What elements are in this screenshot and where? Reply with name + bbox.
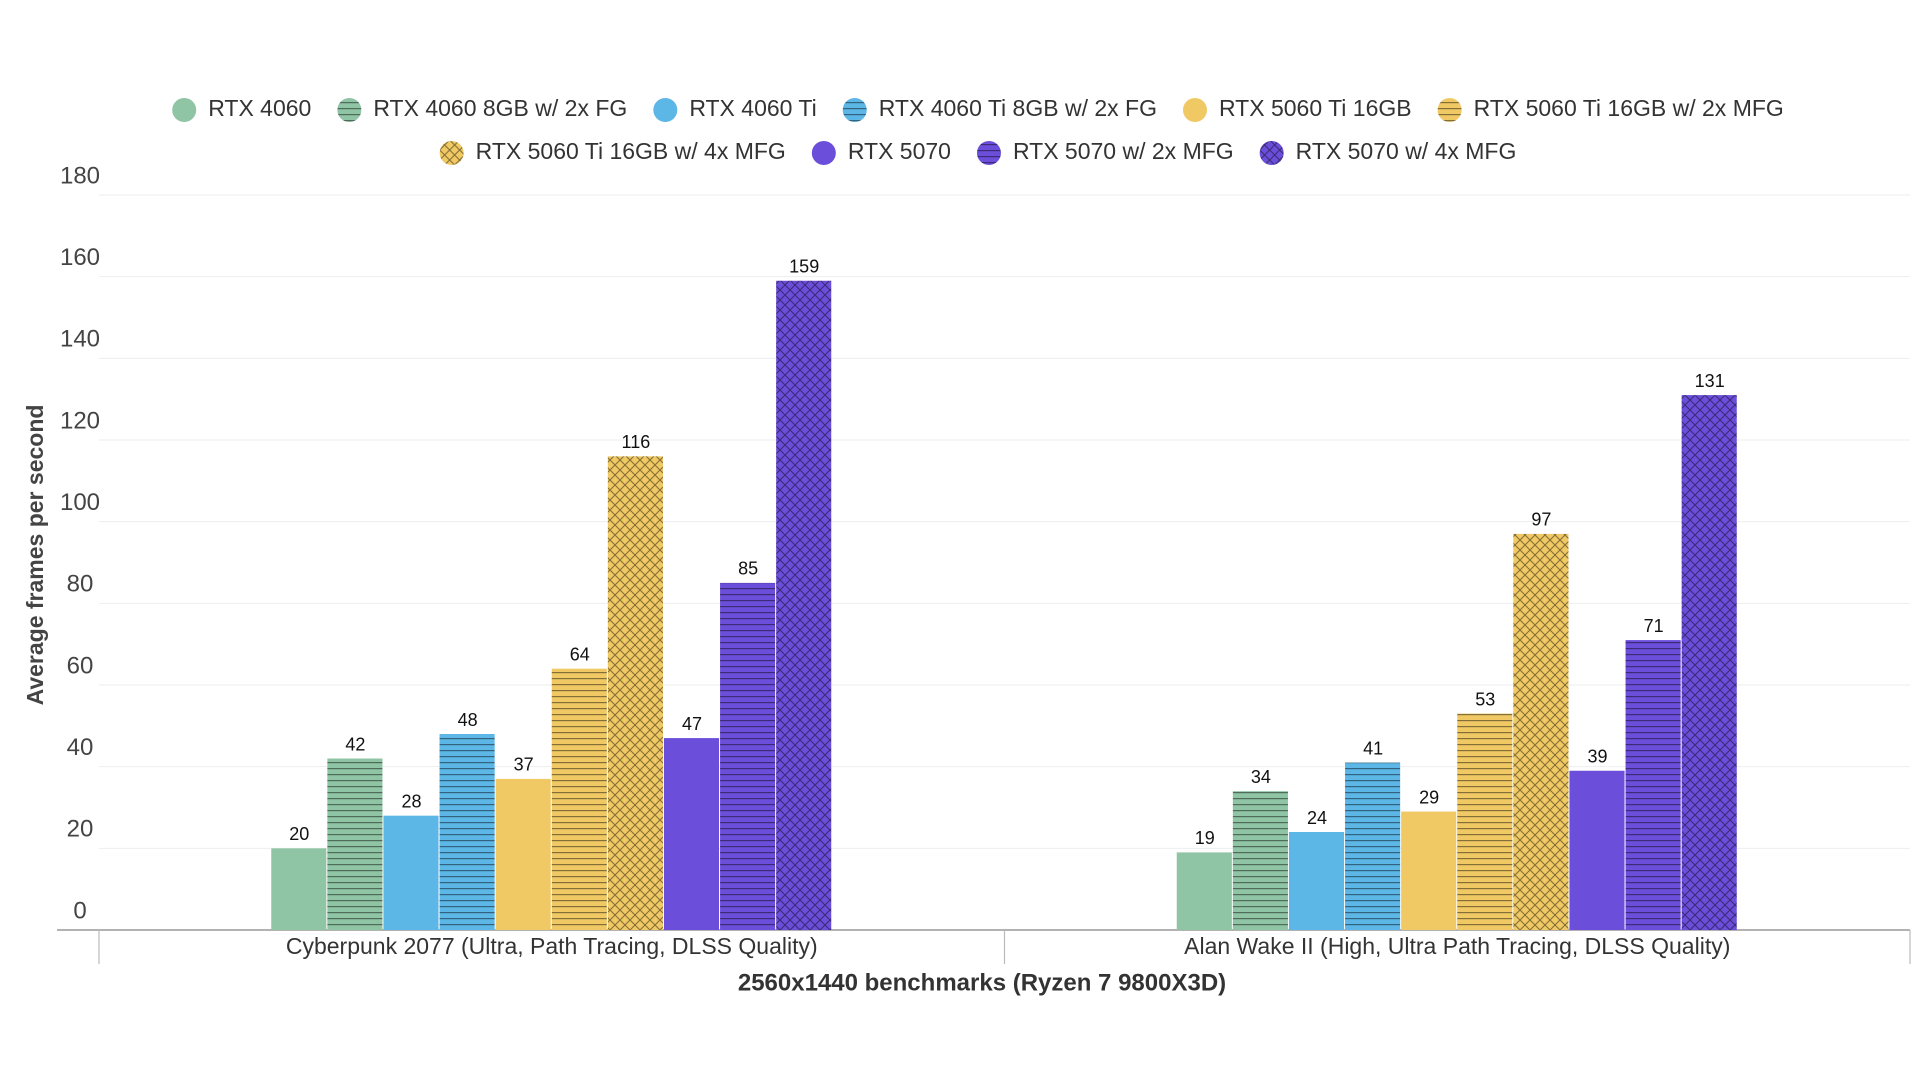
value-label: 53 bbox=[1475, 689, 1495, 709]
y-tick-label: 20 bbox=[67, 816, 94, 843]
value-label: 28 bbox=[401, 791, 421, 811]
bar bbox=[495, 778, 551, 930]
value-label: 41 bbox=[1363, 738, 1383, 758]
value-label: 159 bbox=[789, 257, 819, 277]
bar bbox=[1176, 852, 1232, 930]
legend-item: RTX 4060 8GB w/ 2x FG bbox=[337, 95, 627, 122]
legend-label: RTX 4060 Ti bbox=[689, 95, 816, 121]
value-label: 85 bbox=[738, 559, 758, 579]
bar bbox=[1625, 640, 1681, 930]
legend-marker bbox=[439, 141, 464, 165]
legend-label: RTX 5060 Ti 16GB w/ 2x MFG bbox=[1474, 95, 1784, 121]
x-tick-label: Cyberpunk 2077 (Ultra, Path Tracing, DLS… bbox=[286, 933, 818, 959]
legend-label: RTX 4060 bbox=[208, 95, 311, 121]
bar bbox=[607, 456, 663, 930]
value-label: 131 bbox=[1695, 371, 1725, 391]
value-label: 42 bbox=[345, 734, 365, 754]
legend-label: RTX 4060 8GB w/ 2x FG bbox=[373, 95, 627, 121]
bar bbox=[439, 734, 495, 930]
y-tick-label: 40 bbox=[67, 734, 94, 761]
legend-label: RTX 5070 bbox=[848, 138, 951, 164]
y-tick-label: 120 bbox=[60, 407, 100, 434]
value-label: 64 bbox=[570, 644, 590, 664]
value-label: 19 bbox=[1195, 828, 1215, 848]
bar bbox=[1401, 811, 1457, 930]
bar bbox=[551, 668, 607, 930]
bar bbox=[1681, 395, 1737, 930]
y-tick-label: 60 bbox=[67, 652, 94, 679]
bar bbox=[663, 738, 720, 930]
value-label: 47 bbox=[682, 714, 702, 734]
bar bbox=[720, 582, 776, 930]
legend-label: RTX 5070 w/ 2x MFG bbox=[1013, 138, 1234, 164]
legend-item: RTX 5060 Ti 16GB w/ 2x MFG bbox=[1437, 95, 1784, 122]
value-label: 39 bbox=[1587, 747, 1607, 767]
y-tick-label: 180 bbox=[60, 162, 100, 189]
value-label: 116 bbox=[622, 432, 651, 452]
value-label: 71 bbox=[1644, 616, 1664, 636]
legend-marker bbox=[976, 141, 1001, 165]
bar bbox=[1288, 832, 1345, 930]
legend-item: RTX 5060 Ti 16GB bbox=[1182, 95, 1412, 122]
legend-row: RTX 5060 Ti 16GB w/ 4x MFG RTX 5070 RTX 50… bbox=[439, 138, 1517, 165]
legend-marker bbox=[1437, 98, 1462, 122]
legend-item: RTX 5070 w/ 2x MFG bbox=[976, 138, 1234, 165]
legend-label: RTX 4060 Ti 8GB w/ 2x FG bbox=[879, 95, 1157, 121]
legend-marker bbox=[811, 141, 836, 165]
legend-item: RTX 4060 bbox=[172, 95, 311, 122]
y-tick-label: 0 bbox=[73, 897, 86, 924]
y-tick-label: 140 bbox=[60, 326, 100, 353]
value-label: 97 bbox=[1531, 510, 1551, 530]
legend-item: RTX 5070 bbox=[811, 138, 951, 165]
legend-item: RTX 5070 w/ 4x MFG bbox=[1259, 138, 1517, 165]
value-label: 34 bbox=[1251, 767, 1271, 787]
value-label: 48 bbox=[458, 710, 478, 730]
x-axis-title: 2560x1440 benchmarks (Ryzen 7 9800X3D) bbox=[738, 969, 1226, 996]
legend-label: RTX 5060 Ti 16GB bbox=[1219, 95, 1412, 121]
bar bbox=[1569, 770, 1625, 930]
bar bbox=[776, 280, 832, 930]
legend-marker bbox=[1259, 141, 1284, 165]
legend-item: RTX 5060 Ti 16GB w/ 4x MFG bbox=[439, 138, 786, 165]
x-tick-label: Alan Wake II (High, Ultra Path Tracing, … bbox=[1184, 933, 1730, 959]
bar bbox=[383, 815, 439, 930]
bar bbox=[1232, 791, 1288, 930]
bar bbox=[1457, 713, 1513, 930]
bar bbox=[327, 758, 383, 930]
y-tick-label: 100 bbox=[60, 489, 100, 516]
y-tick-label: 80 bbox=[67, 571, 94, 598]
value-label: 37 bbox=[514, 755, 534, 775]
bar bbox=[271, 848, 327, 930]
value-label: 29 bbox=[1419, 787, 1439, 807]
y-axis-title: Average frames per second bbox=[22, 405, 48, 706]
value-label: 24 bbox=[1307, 808, 1327, 828]
legend-marker bbox=[337, 98, 362, 122]
legend-label: RTX 5060 Ti 16GB w/ 4x MFG bbox=[476, 138, 786, 164]
legend-item: RTX 4060 Ti 8GB w/ 2x FG bbox=[842, 95, 1157, 122]
legend-marker bbox=[172, 98, 197, 122]
bar bbox=[1513, 533, 1569, 930]
legend-marker bbox=[842, 98, 867, 122]
legend-marker bbox=[653, 98, 678, 122]
legend-item: RTX 4060 Ti bbox=[653, 95, 817, 122]
value-label: 20 bbox=[289, 824, 309, 844]
bar bbox=[1345, 762, 1401, 930]
legend-marker bbox=[1182, 98, 1207, 122]
y-tick-label: 160 bbox=[60, 244, 100, 271]
legend-label: RTX 5070 w/ 4x MFG bbox=[1296, 138, 1517, 164]
legend-row: RTX 4060 RTX 4060 8GB w/ 2x FG RTX 4060 Ti… bbox=[172, 95, 1784, 122]
